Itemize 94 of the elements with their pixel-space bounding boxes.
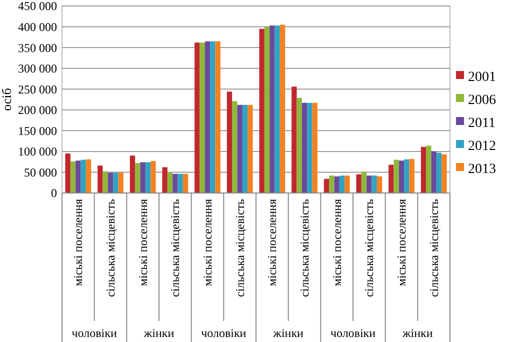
legend-label: 2013 <box>468 162 496 177</box>
bar <box>178 174 183 193</box>
bar <box>242 104 248 193</box>
bar <box>436 152 442 193</box>
bar <box>248 104 253 193</box>
bar <box>172 174 178 193</box>
bar <box>162 167 168 193</box>
bar <box>167 172 173 193</box>
y-tick-label: 250 000 <box>18 82 57 96</box>
bar <box>70 161 76 193</box>
legend-label: 2012 <box>468 138 496 154</box>
text: чоловіки <box>201 326 247 340</box>
x-tick-label: міські поселення <box>200 198 214 286</box>
bar <box>388 164 394 193</box>
bar <box>409 158 414 193</box>
legend-label: 2006 <box>468 92 496 108</box>
bar <box>118 172 124 193</box>
y-tick-label: 350 000 <box>18 40 57 55</box>
bar <box>372 176 377 193</box>
bar <box>80 160 86 193</box>
bar <box>264 26 270 193</box>
bar <box>130 156 136 193</box>
bar <box>259 28 264 193</box>
bar <box>361 172 367 193</box>
x-tick-label: сільська місцевість <box>362 198 376 297</box>
bar <box>113 172 118 193</box>
bar <box>339 176 345 193</box>
bar <box>210 41 216 193</box>
x-tick-label: сільська місцевість <box>168 198 182 297</box>
x-tick-label: сільська місцевість <box>232 198 247 297</box>
bar <box>204 41 210 193</box>
text: жінки <box>272 326 304 340</box>
bar <box>226 92 232 193</box>
bar <box>426 146 432 193</box>
bar <box>376 176 382 193</box>
x-tick-label: сільська місцевість <box>426 198 441 297</box>
y-tick-label: 100 000 <box>18 144 57 159</box>
bar <box>292 86 297 193</box>
x-tick-label: міські поселення <box>136 198 150 286</box>
text: жінки <box>142 326 175 340</box>
bar <box>420 146 426 193</box>
bar <box>200 42 205 193</box>
y-axis-title: осіб <box>0 88 14 111</box>
bar <box>232 101 238 193</box>
bar <box>86 159 92 193</box>
y-tick-label: 450 000 <box>18 0 57 14</box>
bar <box>274 26 280 193</box>
bar <box>442 154 447 193</box>
y-tick-label: 150 000 <box>18 124 57 138</box>
bar <box>344 176 350 193</box>
y-tick-label: 200 000 <box>18 103 57 118</box>
bar <box>307 102 312 193</box>
bar <box>302 102 308 193</box>
x-tick-label: сільська місцевість <box>298 198 312 297</box>
x-tick-label: міські поселення <box>71 198 86 286</box>
x-tick-label: міські поселення <box>330 198 344 286</box>
bar <box>65 154 70 193</box>
bar <box>194 42 200 193</box>
text: жінки <box>402 326 434 340</box>
bar <box>108 172 114 193</box>
bar <box>270 26 275 193</box>
bar <box>150 161 156 193</box>
bar <box>215 41 220 193</box>
y-tick-label: 300 000 <box>18 62 57 76</box>
bar <box>280 24 286 193</box>
x-tick-label: міські поселення <box>394 198 408 286</box>
bar <box>145 162 151 193</box>
text: чоловіки <box>72 326 118 340</box>
text: чоловіки <box>330 326 376 340</box>
bar <box>296 98 302 193</box>
bar <box>404 159 410 193</box>
bar <box>431 151 436 193</box>
bar <box>394 160 399 193</box>
bar <box>237 104 242 193</box>
bar <box>324 178 330 193</box>
bar <box>329 176 334 193</box>
legend-label: 2001 <box>468 70 496 85</box>
y-tick-label: 0 <box>51 186 57 200</box>
bar <box>182 174 188 193</box>
x-tick-label: сільська місцевість <box>104 198 118 297</box>
bar <box>366 176 372 193</box>
x-tick-label: міські поселення <box>265 198 280 286</box>
bar <box>98 166 103 193</box>
y-tick-label: 400 000 <box>18 20 57 34</box>
bar <box>312 102 318 193</box>
bar <box>135 163 140 193</box>
bar <box>334 176 340 193</box>
legend-label: 2011 <box>468 116 496 131</box>
bar <box>76 160 81 193</box>
bar <box>356 174 362 193</box>
bar <box>140 162 146 193</box>
y-tick-label: 50 000 <box>24 165 57 180</box>
bar <box>102 171 108 193</box>
bar <box>398 160 404 193</box>
